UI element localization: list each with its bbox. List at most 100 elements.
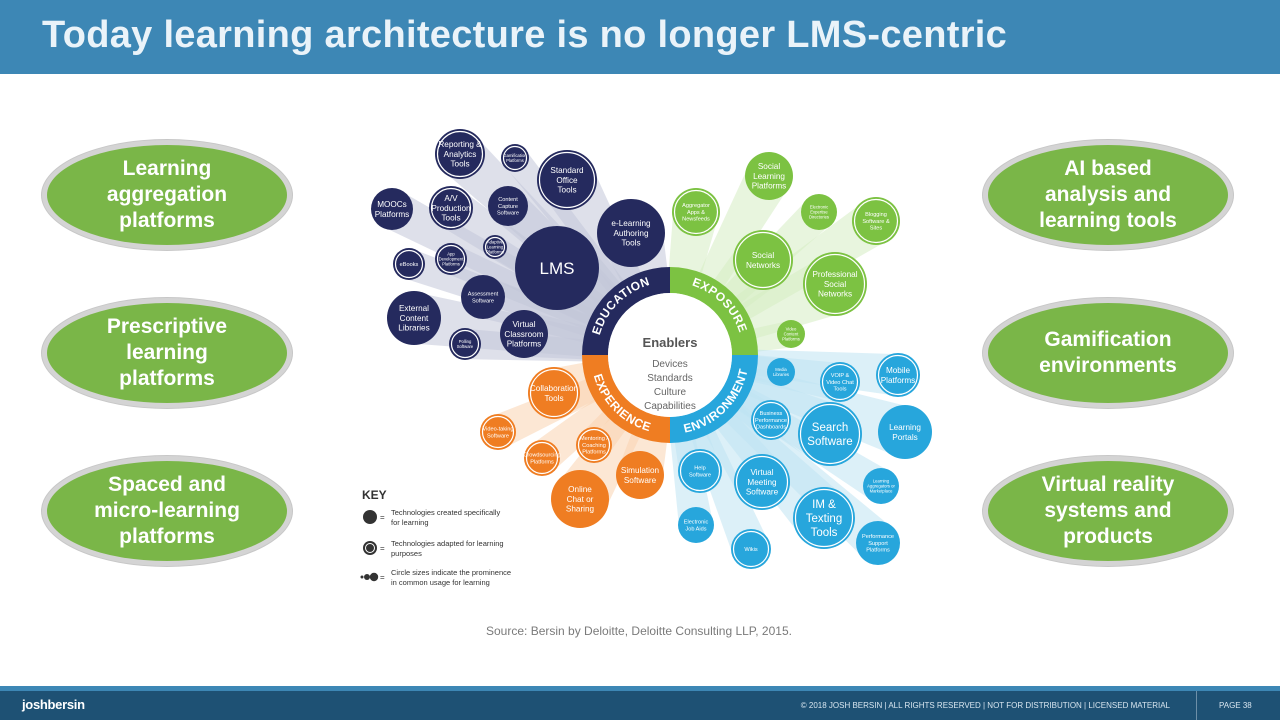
footer-page-number: PAGE 38	[1219, 701, 1252, 710]
bubble-circle	[387, 291, 441, 345]
bubble-inner-ring	[804, 253, 866, 315]
bubble-label: Tools	[621, 239, 640, 248]
bubble-label: Social	[758, 162, 780, 171]
bubble-label: Analytics	[444, 150, 477, 159]
bubble-label: Tools	[544, 394, 563, 403]
bubble-label: Professional	[812, 270, 857, 279]
bubble-inner-ring	[436, 244, 466, 274]
bubble-label: Content	[498, 197, 518, 203]
footer-divider	[1196, 691, 1197, 720]
bubble-label: Platforms	[442, 262, 460, 267]
bubble-circle	[515, 226, 599, 310]
bubble-circle	[449, 328, 481, 360]
bubble-label: Production	[431, 204, 471, 213]
bubble: Search Software	[798, 402, 862, 466]
bubble-circle	[767, 358, 795, 386]
oval-prescriptive-learning: Prescriptive learning platforms	[42, 298, 292, 408]
bubble-circle	[803, 252, 867, 316]
bubble-label: Coaching	[582, 443, 606, 449]
bubble-label: Business	[760, 411, 783, 417]
oval-label: Spaced and micro-learning platforms	[94, 473, 240, 548]
bubble-label: Collaboration	[530, 384, 579, 393]
bubble-label: Social	[824, 280, 846, 289]
bubble-label: Video-taking	[483, 427, 514, 433]
bubble-label: Platforms	[881, 376, 916, 385]
enablers-item: Capabilities	[644, 401, 696, 412]
bubble-circle	[863, 468, 899, 504]
key-equals: =	[380, 513, 385, 522]
enablers-title: Enablers	[643, 335, 698, 350]
oval-label: AI based analysis and learning tools	[1039, 157, 1177, 232]
bubble-label: Polling	[459, 339, 472, 344]
bubble-inner-ring	[752, 401, 790, 439]
bubble-label: Software	[472, 298, 494, 304]
bubble-label: Apps &	[687, 210, 705, 216]
bubble-circle	[678, 507, 714, 543]
bubble-label: Reporting &	[438, 140, 482, 149]
bubble-circle	[798, 402, 862, 466]
bubble-inner-ring	[484, 236, 506, 258]
bubble-label: Learning	[487, 244, 504, 249]
experience-bubbles: CollaborationToolsVideo-takingSoftwareCr…	[480, 367, 664, 528]
bubble-label: Platforms	[486, 250, 504, 255]
bubble-label: Help	[694, 466, 706, 472]
key-equals: =	[380, 544, 385, 553]
oval-label: Prescriptive learning platforms	[106, 315, 228, 390]
bubble-label: e-Learning	[611, 219, 651, 228]
footer-bar: joshbersin © 2018 JOSH BERSIN | ALL RIGH…	[0, 691, 1280, 720]
bubble-inner-ring	[481, 415, 515, 449]
bubble-label: Marketplace	[870, 489, 893, 494]
bubble-inner-ring	[525, 441, 559, 475]
bubble-label: Standard	[550, 166, 584, 175]
bubble-label: Video	[786, 326, 797, 331]
hub-center	[608, 293, 732, 417]
enablers-item: Culture	[654, 387, 687, 398]
bubble-label: Gamification	[503, 153, 527, 158]
bubble-circle	[435, 243, 467, 275]
key-size-dot-large	[369, 572, 379, 582]
bubble-circle	[483, 235, 507, 259]
bubble-label: Texting	[806, 513, 842, 525]
key-item-text: in common usage for learning	[391, 578, 490, 587]
enablers-item: Devices	[652, 359, 688, 370]
bubble-label: Software	[457, 344, 474, 349]
bubble-label: Mobile	[886, 366, 911, 375]
bubble-label: Adaptive	[487, 239, 504, 244]
bubble-circle	[537, 150, 597, 210]
bubble-label: Portals	[892, 433, 917, 442]
bubble-circle	[678, 449, 722, 493]
bubble-label: App	[447, 251, 455, 256]
bubble-circle	[820, 362, 860, 402]
bubble-circle	[500, 310, 548, 358]
bubble-label: Virtual	[512, 320, 535, 329]
source-note: Source: Bersin by Deloitte, Deloitte Con…	[486, 624, 792, 638]
bubble-label: Electronic	[810, 204, 828, 209]
bubble-circle	[480, 414, 516, 450]
bubble-inner-ring	[799, 403, 861, 465]
bubble-label: Capture	[498, 204, 518, 210]
key-item-text: for learning	[391, 518, 429, 527]
bubble-label: Online	[568, 485, 592, 494]
oval-virtual-reality: Virtual reality systems and products	[983, 456, 1233, 566]
key-equals: =	[380, 573, 385, 582]
bubble-label: Dashboards	[756, 425, 786, 431]
bubble-inner-ring	[673, 189, 719, 235]
bubble-label: Expertise	[810, 209, 828, 214]
ring-exposure	[670, 267, 758, 355]
key-ringed-inner	[365, 543, 375, 553]
bubble-label: Learning	[753, 172, 785, 181]
